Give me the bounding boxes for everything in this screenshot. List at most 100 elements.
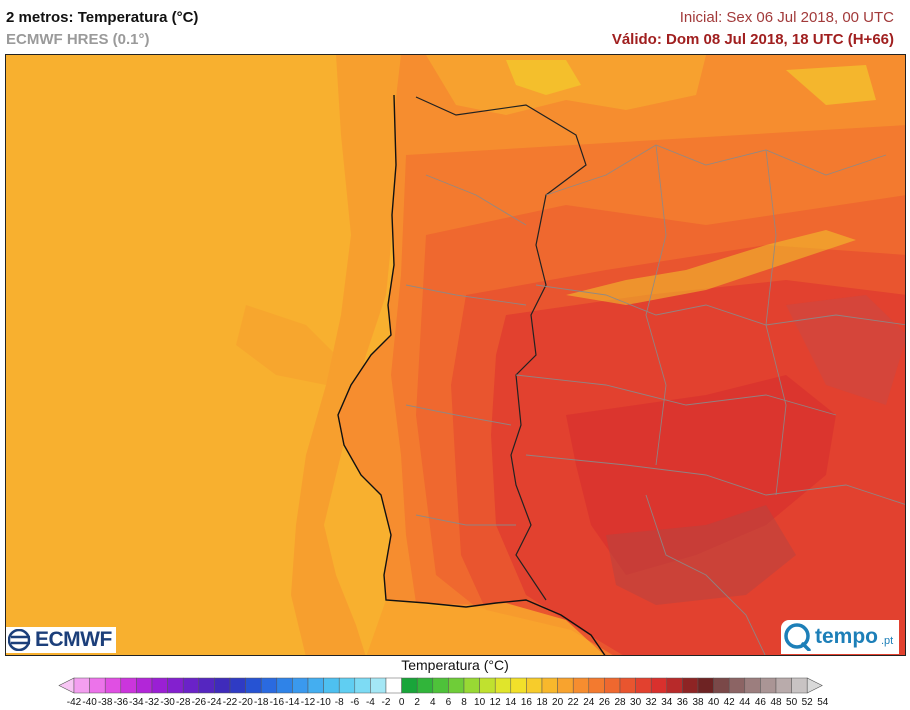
colorbar-cell [89, 677, 106, 694]
peak-zone-center [566, 375, 836, 575]
colorbar-tick-label: 44 [739, 697, 751, 708]
colorbar-min-arrow [58, 677, 75, 694]
colorbar-tick-label: 42 [723, 697, 735, 708]
initial-time: Inicial: Sex 06 Jul 2018, 00 UTC [679, 9, 894, 26]
colorbar-cell [650, 677, 668, 694]
colorbar-tick-label: 36 [676, 697, 688, 708]
colorbar-tick-label: 40 [708, 697, 720, 708]
colorbar-cell [260, 677, 278, 694]
ocean-warm-patch [236, 305, 336, 385]
colorbar-tick-label: -34 [129, 697, 144, 708]
colorbar-cell [307, 677, 324, 694]
colorbar-cell [510, 677, 527, 694]
colorbar-cell [385, 677, 402, 694]
colorbar-tick-label: 20 [552, 697, 564, 708]
colorbar-cell [760, 677, 777, 694]
colorbar-tick-label: 28 [614, 697, 626, 708]
colorbar-tick-label: -42 [66, 697, 82, 708]
ecmwf-wordmark: ECMWF [35, 628, 112, 651]
colorbar-tick-label: -32 [144, 697, 160, 708]
colorbar-tick-label: 26 [598, 697, 610, 708]
colorbar-cell [604, 677, 621, 694]
peak-zone-south [606, 505, 796, 605]
colorbar-tick-label: -4 [365, 697, 375, 708]
colorbar-tick-label: -36 [113, 697, 129, 708]
colorbar-tick-label: -40 [82, 697, 97, 708]
colorbar-tick-label: -14 [285, 697, 300, 708]
colorbar-cell [136, 677, 153, 694]
temperature-map[interactable] [5, 54, 906, 656]
colorbar-tick-label: 2 [414, 697, 420, 708]
colorbar-tick-label: -16 [269, 697, 285, 708]
colorbar-cell [494, 677, 512, 694]
colorbar-tick-label: 48 [770, 697, 782, 708]
colorbar-tick-label: 6 [445, 697, 452, 708]
colorbar-cell [416, 677, 434, 694]
map-canvas [6, 55, 905, 655]
colorbar-tick-label: -18 [253, 697, 269, 708]
colorbar-cell [432, 677, 449, 694]
colorbar-cell [338, 677, 356, 694]
south-coast-strip [366, 600, 604, 655]
colorbar-cell [557, 677, 574, 694]
colorbar-tick-label: 24 [583, 697, 595, 708]
colorbar-max-arrow [806, 677, 823, 694]
colorbar-cell [728, 677, 746, 694]
colorbar-tick-label: 14 [505, 697, 517, 708]
coastline [337, 94, 606, 655]
colorbar-cell [713, 677, 730, 694]
map-title: 2 metros: Temperatura (°C) [6, 9, 199, 26]
ecmwf-logo: ECMWF [6, 627, 116, 653]
colorbar-cell [791, 677, 808, 694]
colorbar-cell [73, 677, 90, 694]
colorbar-tick-label: -30 [160, 697, 175, 708]
colorbar-ticks: -42 -40 -38 -36 -34 -32 -30 -28 -26 -24 -22 -20 -18-… [0, 697, 910, 709]
colorbar-tick-label: 0 [398, 697, 405, 708]
colorbar-tick-label: -10 [316, 697, 331, 708]
colorbar-cell [370, 677, 387, 694]
country-border [415, 96, 587, 601]
colorbar-cell [214, 677, 231, 694]
colorbar-tick-label: -38 [97, 697, 113, 708]
valid-time: Válido: Dom 08 Jul 2018, 18 UTC (H+66) [611, 31, 894, 48]
colorbar-cell [666, 677, 683, 694]
colorbar-cell [120, 677, 137, 694]
tempo-logo: tempo .pt [781, 620, 900, 654]
tempo-domain: .pt [881, 635, 894, 647]
colorbar-tick-label: 4 [430, 697, 436, 708]
central-system [566, 230, 856, 305]
colorbar-tick-label: -24 [207, 697, 222, 708]
colorbar-cell [463, 677, 480, 694]
colorbar-cell [198, 677, 215, 694]
colorbar-tick-label: 18 [536, 697, 548, 708]
peak-zone-east [786, 295, 905, 405]
ecmwf-icon [8, 629, 31, 651]
colorbar-tick-label: -12 [300, 697, 316, 708]
colorbar-tick-label: 22 [567, 697, 579, 708]
colorbar-cell [744, 677, 761, 694]
tempo-icon [784, 623, 811, 651]
colorbar-cell [775, 677, 792, 694]
colorbar-cell [479, 677, 496, 694]
colorbar-cell [182, 677, 200, 694]
colorbar-tick-label: -20 [238, 697, 253, 708]
colorbar-tick-label: 30 [630, 697, 642, 708]
colorbar-cell [354, 677, 371, 694]
colorbar-cell [682, 677, 699, 694]
colorbar-cell [448, 677, 465, 694]
colorbar-tick-label: -2 [381, 697, 391, 708]
colorbar-tick-label: 54 [817, 697, 829, 708]
colorbar-tick-label: 16 [520, 697, 532, 708]
temperature-colorbar [58, 677, 823, 694]
colorbar-cell [526, 677, 543, 694]
tempo-wordmark: tempo [815, 625, 878, 648]
colorbar-cell [292, 677, 309, 694]
colorbar-cell [229, 677, 246, 694]
colorbar-tick-label: 34 [661, 697, 673, 708]
colorbar-cell [151, 677, 168, 694]
colorbar-tick-label: -8 [334, 697, 344, 708]
colorbar-tick-label: 12 [489, 697, 501, 708]
colorbar-cell [276, 677, 293, 694]
colorbar-tick-label: -28 [175, 697, 191, 708]
colorbar-tick-label: 10 [474, 697, 486, 708]
